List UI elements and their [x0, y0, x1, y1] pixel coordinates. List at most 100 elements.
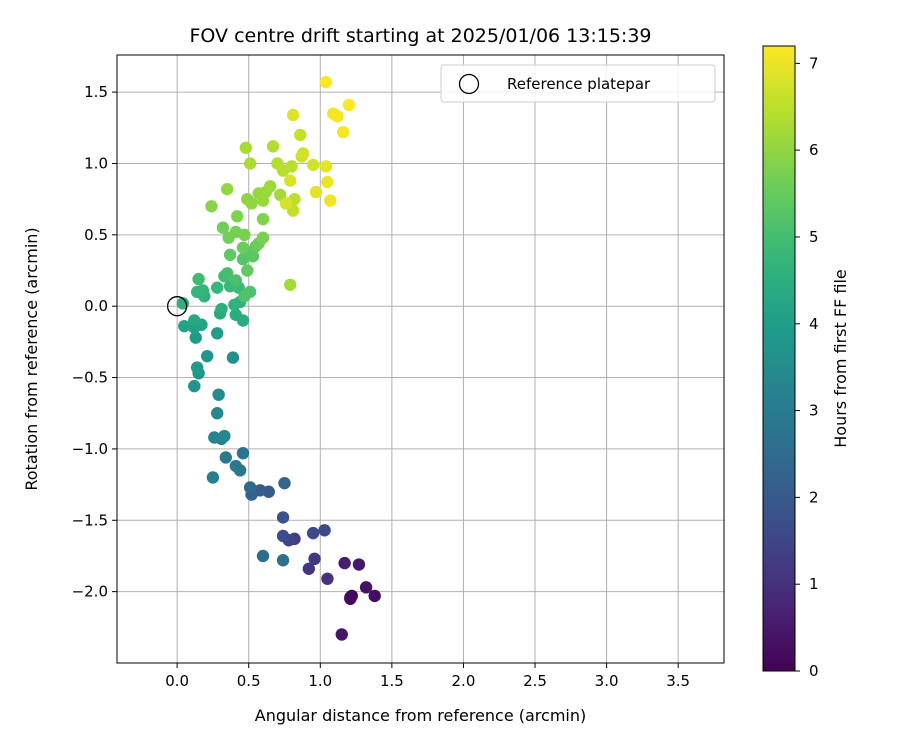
plot-area-frame [116, 54, 725, 664]
data-point [189, 331, 202, 344]
data-point [324, 194, 337, 207]
data-point [276, 511, 290, 524]
data-point [296, 147, 310, 160]
data-point [206, 471, 220, 484]
data-point [200, 349, 214, 363]
data-point [284, 278, 297, 291]
data-point [243, 157, 257, 170]
data-point [188, 379, 201, 393]
colorbar-tick-label: 2 [809, 488, 819, 506]
data-point [256, 549, 270, 563]
data-point [190, 361, 204, 374]
data-point [219, 451, 233, 464]
x-tick-label: 0.5 [237, 672, 261, 690]
data-points [176, 75, 381, 641]
legend-entry-reference-platepar: Reference platepar [507, 75, 651, 93]
data-point [241, 264, 254, 277]
data-point [263, 180, 277, 193]
data-point [226, 351, 240, 364]
data-point [276, 554, 290, 567]
data-point [205, 200, 218, 213]
x-tick-label: 0.0 [165, 672, 189, 690]
colorbar-tick-label: 0 [809, 662, 819, 680]
x-tick-label: 2.0 [452, 672, 476, 690]
data-point [352, 558, 366, 571]
data-point [238, 290, 251, 303]
data-point [276, 529, 290, 543]
data-point [335, 628, 348, 641]
y-tick-label: −1.5 [72, 511, 108, 529]
colorbar-gradient [762, 45, 796, 672]
data-point [216, 221, 230, 234]
data-point [192, 272, 205, 286]
data-point [176, 297, 190, 310]
colorbar-label: Hours from first FF file [831, 269, 850, 448]
data-point [308, 552, 321, 566]
reference-platepar-marker [166, 296, 188, 317]
data-point [342, 98, 356, 112]
data-point [256, 212, 270, 226]
data-point [211, 327, 224, 340]
legend-marker-circle [458, 73, 480, 95]
data-point [338, 556, 351, 570]
colorbar-ticks: 0 1 2 3 4 5 6 7 [795, 54, 819, 680]
colorbar-tick-label: 3 [809, 402, 819, 420]
y-tick-label: 0.0 [84, 297, 108, 315]
data-point [229, 274, 243, 287]
data-point [221, 182, 234, 196]
chart-title: FOV centre drift starting at 2025/01/06 … [189, 25, 651, 47]
data-point [256, 231, 270, 244]
x-axis-label: Angular distance from reference (arcmin) [255, 706, 586, 725]
data-point [190, 285, 204, 299]
data-point [221, 267, 234, 280]
data-point [236, 446, 250, 460]
colorbar-tick-label: 6 [809, 141, 819, 159]
data-point [215, 302, 228, 316]
data-point [236, 241, 250, 254]
data-point [306, 158, 320, 172]
x-tick-label: 1.5 [380, 672, 404, 690]
data-point [218, 429, 231, 443]
x-tick-label: 2.5 [523, 672, 547, 690]
data-point [246, 250, 260, 263]
data-point [319, 160, 333, 173]
data-point [223, 248, 237, 262]
colorbar-tick-label: 1 [809, 575, 819, 593]
reference-marker [166, 296, 188, 317]
x-tick-label: 3.5 [666, 672, 690, 690]
data-point [229, 459, 243, 473]
data-point [302, 562, 316, 576]
x-tick-label: 3.0 [595, 672, 619, 690]
colorbar-tick-label: 7 [809, 54, 819, 72]
data-point [285, 160, 298, 173]
y-tick-label: −2.0 [72, 583, 108, 601]
legend: Reference platepar [440, 64, 716, 103]
data-point [318, 524, 331, 537]
colorbar: 0 1 2 3 4 5 6 7 Hours from first FF file [762, 45, 850, 680]
data-point [368, 589, 381, 603]
y-tick-label: 0.5 [84, 226, 108, 244]
data-point [306, 526, 320, 540]
x-tick-label: 1.0 [308, 672, 332, 690]
y-axis-label: Rotation from reference (arcmin) [22, 227, 41, 490]
data-point [245, 197, 258, 210]
colorbar-tick-label: 5 [809, 228, 819, 246]
colorbar-tick-label: 4 [809, 315, 819, 333]
y-tick-label: −0.5 [72, 369, 108, 387]
y-tick-label: 1.0 [84, 154, 108, 172]
data-point [236, 314, 250, 327]
x-axis-ticks: 0.0 0.5 1.0 1.5 2.0 2.5 3.0 3.5 [165, 663, 690, 690]
data-point [286, 108, 300, 122]
legend-box [440, 64, 716, 103]
data-point [359, 581, 373, 594]
data-point [188, 314, 201, 327]
data-point [231, 210, 244, 223]
data-point [331, 110, 344, 123]
data-point [239, 141, 253, 154]
data-point [211, 407, 224, 420]
data-point [321, 175, 334, 189]
y-tick-label: −1.0 [72, 440, 108, 458]
data-point [309, 185, 323, 199]
y-axis-ticks: 1.5 1.0 0.5 0.0 −0.5 −1.0 −1.5 −2.0 [72, 83, 117, 601]
